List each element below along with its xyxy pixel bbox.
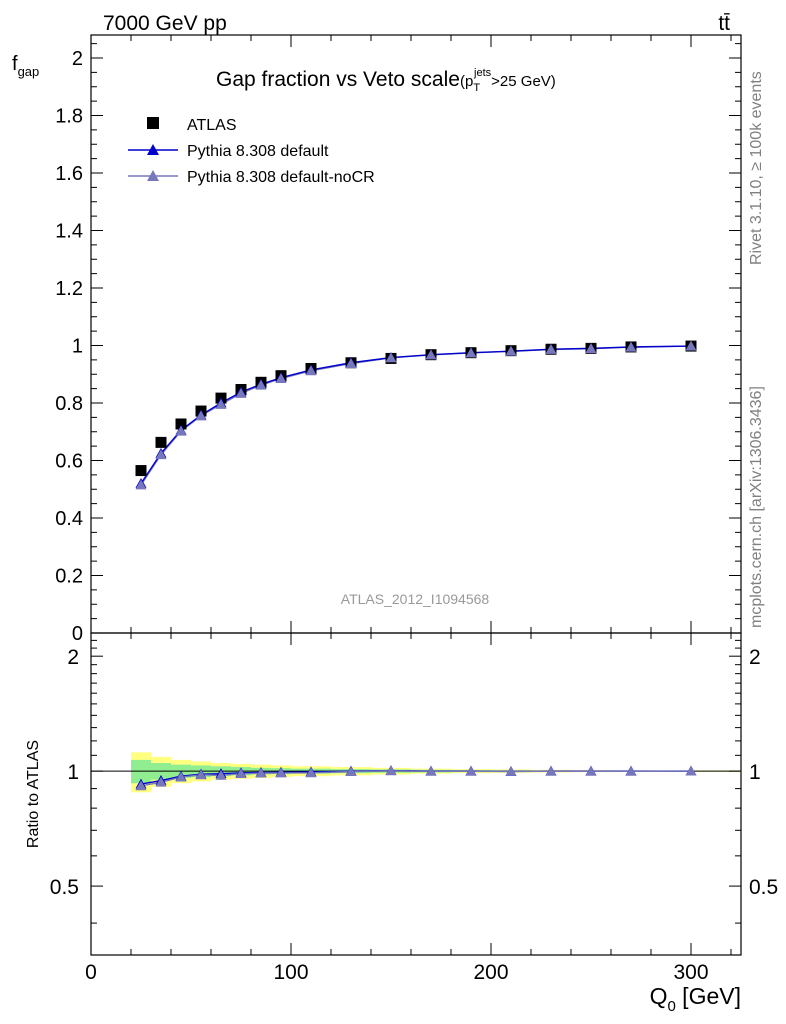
ratio-y-axis-label: Ratio to ATLAS: [25, 740, 42, 848]
main-y-tick-label: 1.4: [55, 221, 83, 243]
main-data-point-mc: [345, 358, 357, 369]
main-y-tick-label: 1.6: [55, 163, 83, 185]
main-data-point-mc: [545, 344, 557, 354]
mcplots-reference-label: mcplots.cern.ch [arXiv:1306.3436]: [748, 386, 765, 628]
main-y-tick-label: 0.8: [55, 393, 83, 415]
main-data-point-mc: [175, 425, 187, 436]
ratio-y-ticks: 0.5 0.5 1 1 2 2: [50, 639, 778, 924]
main-series-line: [140, 345, 692, 484]
ratio-data-point: [545, 765, 557, 776]
legend-marker-nocr: [147, 170, 159, 181]
ratio-y-tick-label-right: 1: [749, 761, 761, 784]
analysis-id-label: ATLAS_2012_I1094568: [341, 591, 490, 607]
x-axis-label: Q0 [GeV]: [650, 983, 741, 1015]
ratio-y-tick-label: 2: [67, 646, 79, 669]
main-data-point-mc: [135, 479, 147, 490]
x-tick-label: 100: [273, 961, 308, 984]
ratio-panel-frame: [90, 632, 742, 956]
legend-marker-default: [147, 144, 159, 155]
ratio-data-point: [425, 765, 437, 776]
ratio-data-point: [385, 765, 397, 776]
legend-label-default: Pythia 8.308 default: [187, 143, 329, 160]
ratio-data-point: [625, 765, 637, 776]
main-series-group: [135, 340, 697, 490]
main-data-point-mc: [255, 379, 267, 390]
main-series-line: [140, 345, 692, 486]
x-tick-label: 300: [673, 961, 708, 984]
ratio-data-point: [155, 776, 167, 787]
ratio-data-point: [305, 767, 317, 778]
main-data-point-mc: [625, 341, 637, 352]
main-y-axis-label: fgap: [12, 53, 39, 79]
main-data-point-mc: [235, 388, 247, 398]
main-data-point-mc: [305, 365, 317, 376]
energy-label: 7000 GeV pp: [103, 12, 227, 35]
x-tick-label: 200: [473, 961, 508, 984]
main-y-tick-label: 1.2: [55, 278, 83, 300]
legend: ATLAS Pythia 8.308 default Pythia 8.308 …: [128, 117, 375, 186]
legend-marker-atlas: [147, 117, 159, 129]
ratio-data-point: [505, 765, 517, 776]
main-data-point-atlas: [135, 465, 147, 477]
main-data-point-atlas: [155, 436, 167, 448]
x-axis-ticks: 0 100 200 300: [85, 35, 732, 984]
main-y-tick-label: 1.8: [55, 106, 83, 128]
process-label: tt̄: [718, 12, 730, 35]
main-data-point-mc: [425, 349, 437, 360]
main-y-tick-label: 0: [72, 623, 83, 645]
main-data-point-atlas: [175, 418, 187, 430]
ratio-data-point: [175, 771, 187, 782]
ratio-data-point: [465, 765, 477, 776]
main-y-tick-label: 0.2: [55, 566, 83, 588]
main-y-tick-label: 0.4: [55, 508, 83, 530]
main-data-point-mc: [155, 449, 167, 460]
main-y-tick-label: 0.6: [55, 451, 83, 473]
main-data-point-mc: [505, 345, 517, 356]
main-data-point-mc: [215, 398, 227, 409]
main-data-point-mc: [685, 340, 697, 351]
ratio-series-group: [135, 765, 697, 791]
main-y-tick-label: 1: [72, 336, 83, 358]
chart-title: Gap fraction vs Veto scale(pTjets>25 GeV…: [216, 67, 556, 94]
main-data-point-mc: [385, 352, 397, 363]
main-data-point-mc: [195, 410, 207, 421]
ratio-y-tick-label-right: 0.5: [749, 876, 778, 899]
ratio-data-point: [685, 765, 697, 776]
ratio-data-point: [135, 780, 147, 791]
main-data-point-mc: [275, 373, 287, 383]
x-tick-label: 0: [85, 961, 97, 984]
ratio-y-tick-label: 1: [67, 761, 79, 784]
ratio-data-point: [195, 769, 207, 780]
ratio-y-tick-label: 0.5: [50, 876, 79, 899]
ratio-data-point: [345, 766, 357, 777]
main-y-ticks: 0 0.2 0.4 0.6 0.8 1 1.2 1.4 1.6 1.8 2: [55, 43, 741, 645]
legend-label-nocr: Pythia 8.308 default-noCR: [187, 169, 375, 186]
main-y-tick-label: 2: [72, 48, 83, 70]
main-data-point-mc: [585, 343, 597, 354]
ratio-data-point: [255, 767, 267, 778]
ratio-data-point: [585, 765, 597, 776]
rivet-version-label: Rivet 3.1.10, ≥ 100k events: [748, 71, 765, 265]
ratio-data-point: [215, 769, 227, 780]
main-data-point-mc: [465, 347, 477, 358]
ratio-uncertainty-bands: [91, 752, 741, 793]
ratio-data-point: [275, 767, 287, 778]
legend-label-atlas: ATLAS: [187, 117, 237, 134]
ratio-y-tick-label-right: 2: [749, 646, 761, 669]
ratio-data-point: [235, 768, 247, 779]
